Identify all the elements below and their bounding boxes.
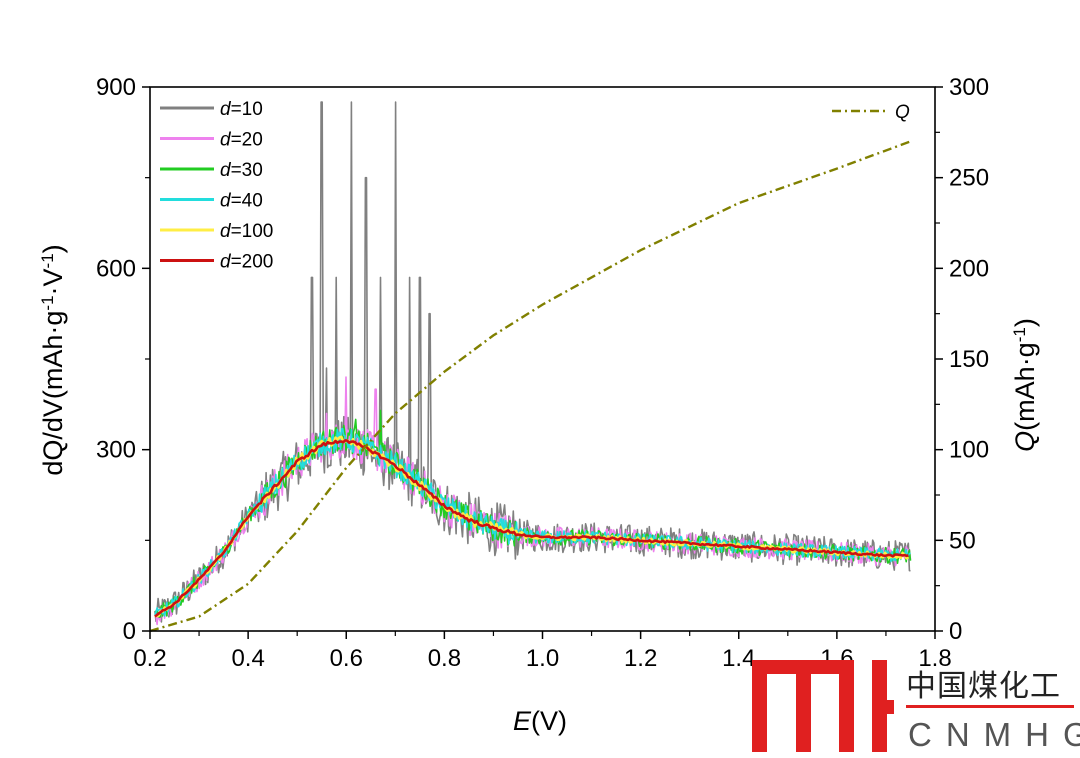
y-right-tick-label: 50 <box>949 527 976 554</box>
legend: d=10 d=20 d=30 d=40 d=100 d=200 <box>160 99 273 273</box>
ticks-layer: 0.2 0.4 0.6 0.8 1.0 1.2 1.4 1.6 1.80300600900050… <box>96 74 989 672</box>
series-layer <box>149 101 912 633</box>
y-right-tick-label: 100 <box>949 437 989 464</box>
x-axis-label: E(V) <box>513 706 567 736</box>
legend-q: Q <box>832 102 910 123</box>
y-right-tick-label: 0 <box>949 618 962 645</box>
x-tick-label: 0.2 <box>133 645 166 672</box>
logo-divider <box>906 705 1074 708</box>
series-line-d-20 <box>154 376 912 626</box>
logo-mark <box>752 660 894 752</box>
legend-label: d=100 <box>220 221 273 242</box>
legend-label: d=10 <box>220 99 263 120</box>
y-left-tick-label: 300 <box>96 437 136 464</box>
x-tick-label: 0.6 <box>330 645 363 672</box>
y-left-tick-label: 900 <box>96 74 136 101</box>
x-tick-label: 1.8 <box>918 645 951 672</box>
y-axis-left-label: dQ/dV(mAh·g-1·V-1) <box>38 244 69 475</box>
y-right-tick-label: 250 <box>949 165 989 192</box>
logo-english-text: CNMHG <box>908 716 1080 753</box>
logo-chinese-text: 中国煤化工 <box>906 669 1061 704</box>
legend-label: d=40 <box>220 191 263 212</box>
y-left-tick-label: 0 <box>123 618 136 645</box>
legend-label: d=200 <box>220 252 273 273</box>
series-line-d-100 <box>154 435 910 618</box>
x-tick-label: 1.4 <box>722 645 755 672</box>
legend-label: d=20 <box>220 130 263 151</box>
series-line-q <box>149 140 911 633</box>
x-tick-label: 1.2 <box>624 645 657 672</box>
legend-label-q: Q <box>895 102 910 123</box>
legend-label: d=30 <box>220 160 263 181</box>
series-line-d-40 <box>154 427 911 617</box>
series-line-d-200 <box>154 439 909 618</box>
watermark-logo: 中国煤化工 CNMHG <box>752 660 1080 753</box>
y-right-tick-label: 300 <box>949 74 989 101</box>
y-right-tick-label: 150 <box>949 346 989 373</box>
x-tick-label: 0.4 <box>231 645 264 672</box>
y-right-tick-label: 200 <box>949 255 989 282</box>
x-tick-label: 1.0 <box>526 645 559 672</box>
y-left-tick-label: 600 <box>96 255 136 282</box>
y-axis-right-label: Q(mAh·g-1) <box>1010 318 1041 452</box>
x-tick-label: 0.8 <box>428 645 461 672</box>
